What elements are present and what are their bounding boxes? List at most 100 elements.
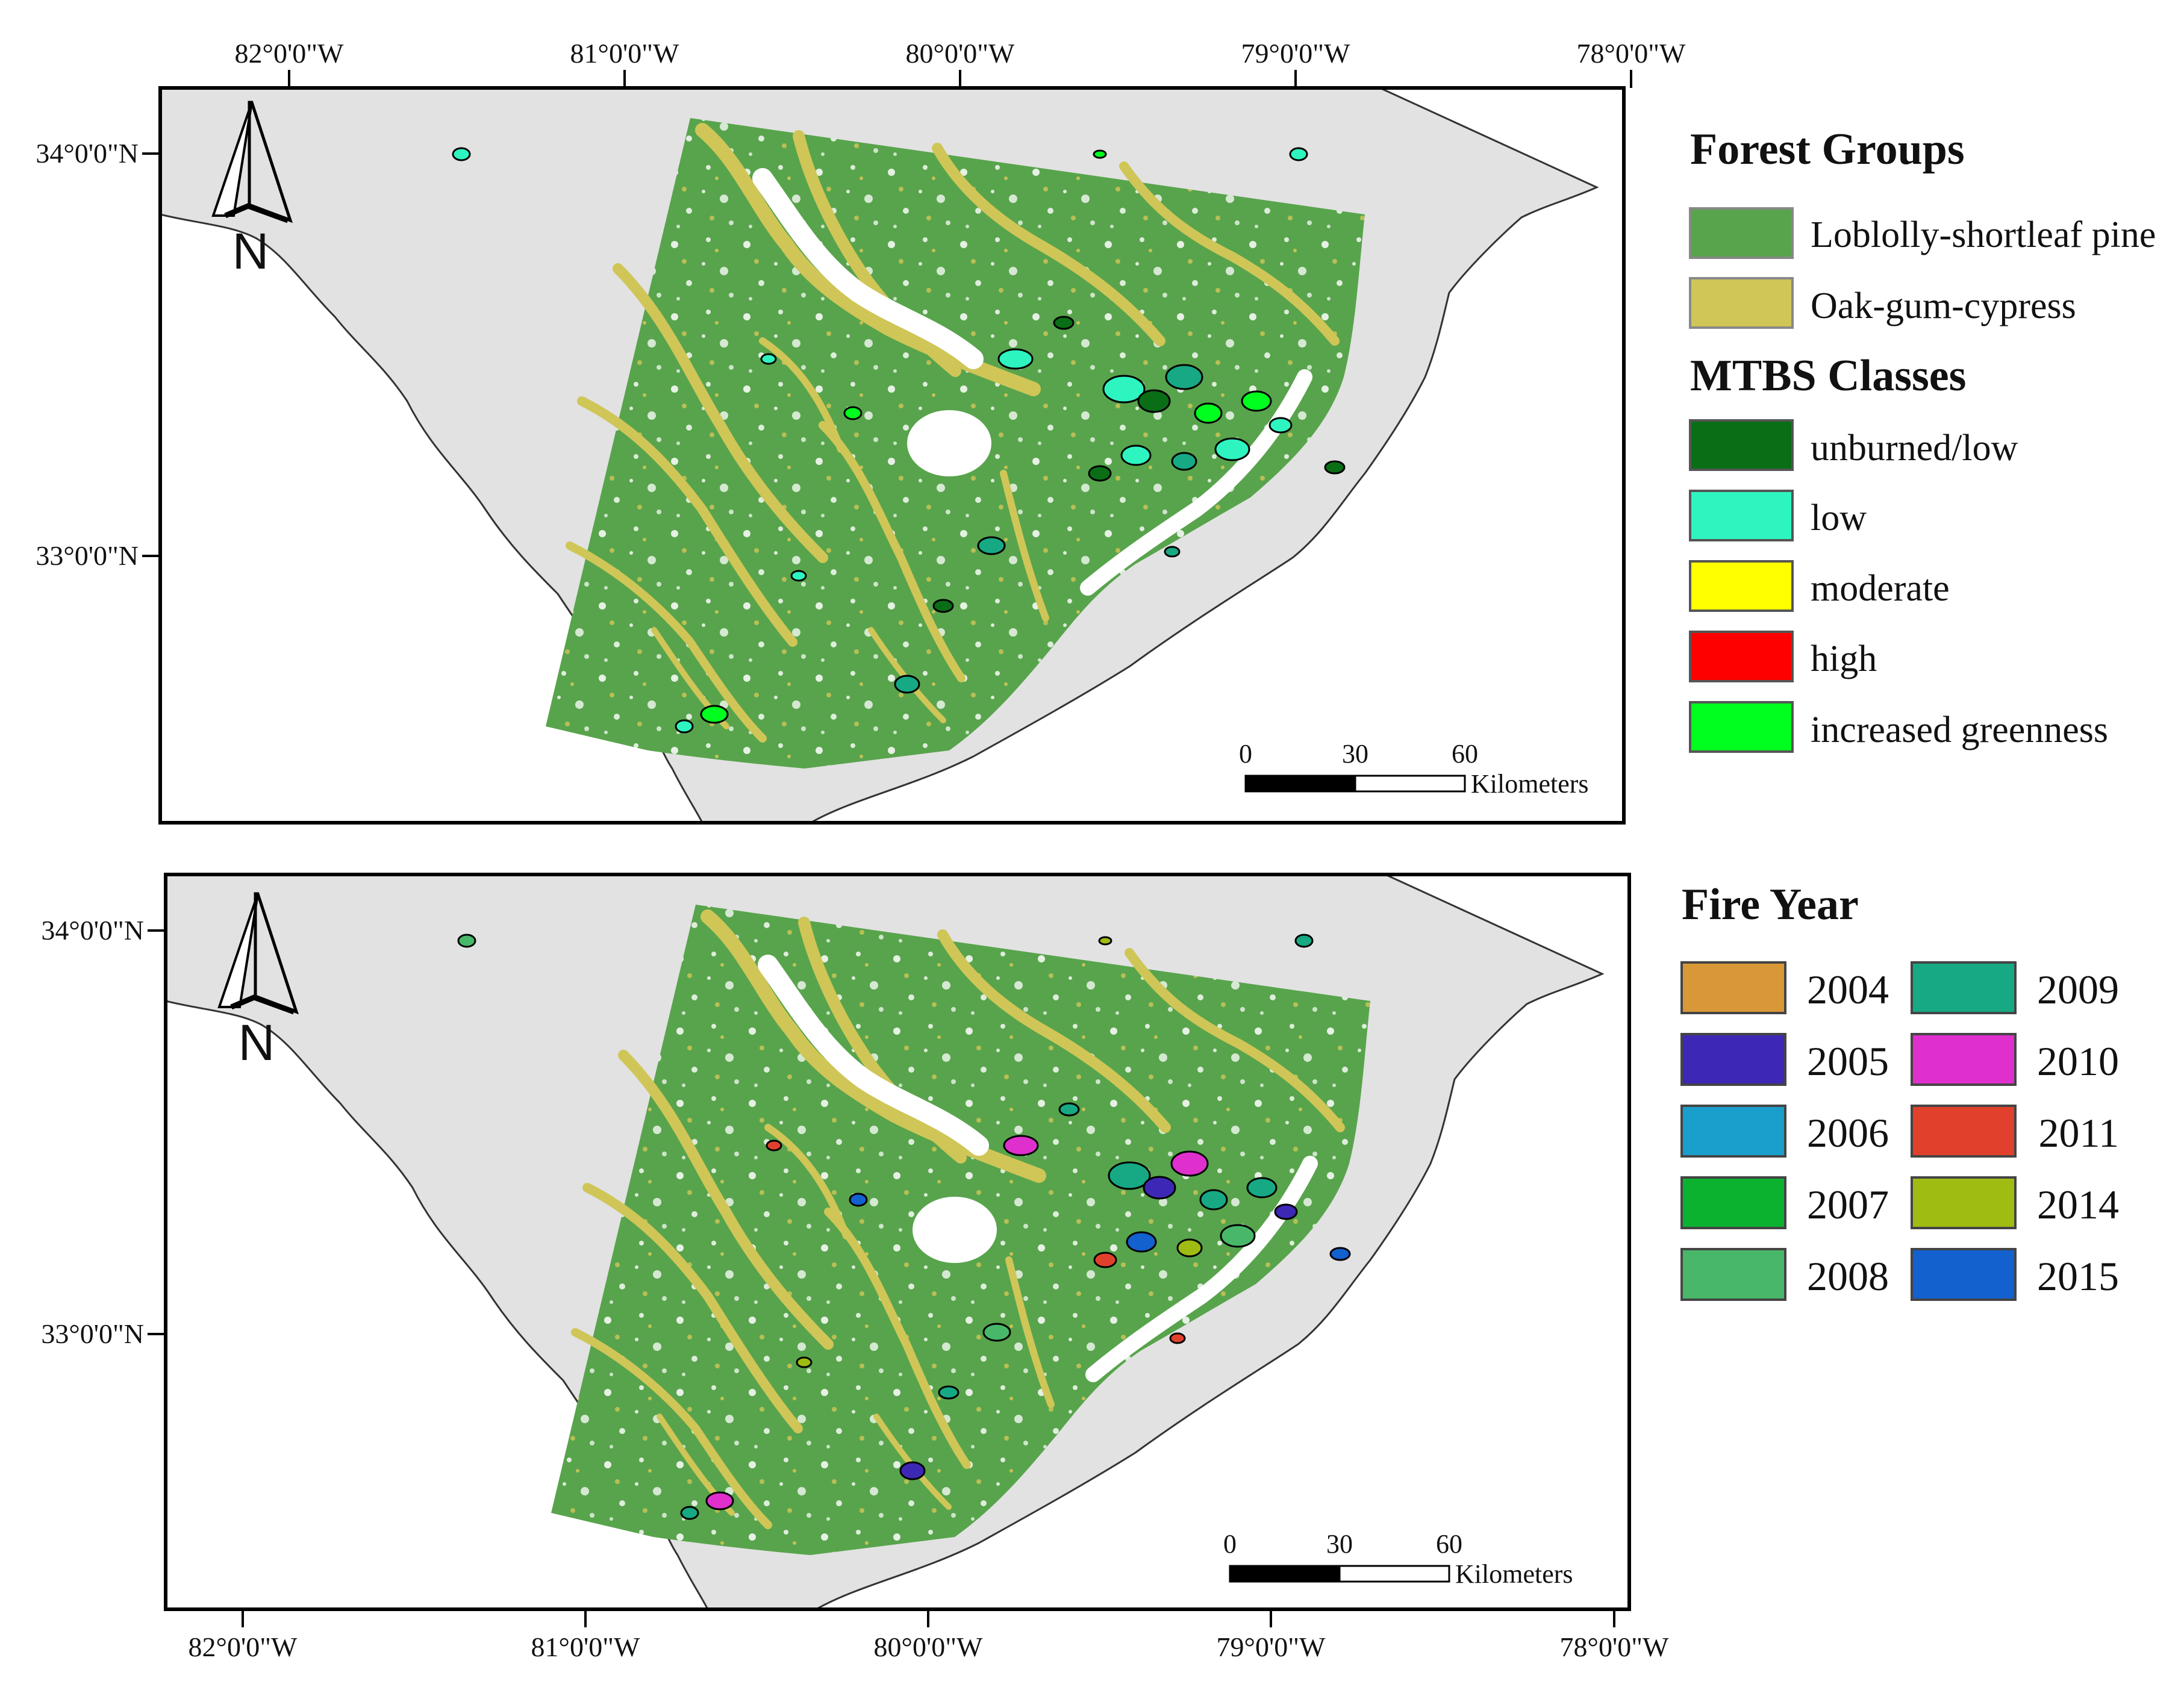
north-arrow-letter: N bbox=[239, 1014, 275, 1071]
fire-polygon bbox=[1324, 460, 1346, 475]
scalebar-unit: Kilometers bbox=[1455, 1559, 1573, 1589]
fire-polygon bbox=[1120, 444, 1152, 466]
fire-polygon bbox=[1088, 465, 1112, 482]
fire-polygon bbox=[1164, 546, 1181, 558]
scalebar-tick-60: 60 bbox=[1452, 739, 1478, 769]
fire-polygon bbox=[1108, 1161, 1151, 1190]
top-lon-label-2: 81°0'0"W bbox=[570, 38, 679, 69]
legend-label-2007: 2007 bbox=[1807, 1182, 1889, 1227]
legend-mtbs-title: MTBS Classes bbox=[1690, 351, 1966, 401]
legend-swatch-high bbox=[1689, 631, 1794, 682]
legend-swatch-2007 bbox=[1680, 1176, 1786, 1229]
fire-polygon bbox=[1294, 934, 1314, 948]
scalebar-black-segment bbox=[1244, 775, 1356, 793]
legend-swatch-2010 bbox=[1911, 1033, 2017, 1086]
fire-polygon bbox=[1093, 149, 1107, 159]
fire-polygon bbox=[1003, 1135, 1039, 1156]
north-arrow-left-half bbox=[217, 893, 259, 1008]
fire-polygon bbox=[1165, 364, 1203, 390]
fire-polygon bbox=[1329, 1247, 1351, 1261]
legend-swatch-increased-greenness bbox=[1689, 701, 1794, 753]
top-lat-label-2: 33°0'0"N bbox=[36, 540, 139, 571]
fire-polygon bbox=[1246, 1177, 1278, 1199]
north-arrow-letter: N bbox=[232, 223, 269, 279]
legend-label-unburned-low: unburned/low bbox=[1811, 428, 2018, 469]
legend-swatch-2006 bbox=[1680, 1105, 1786, 1158]
fire-polygon bbox=[1241, 390, 1272, 412]
bottom-lat-label-2: 33°0'0"N bbox=[41, 1318, 144, 1349]
top-map-panel bbox=[158, 86, 1626, 825]
fire-polygon bbox=[457, 934, 476, 948]
bottom-lon-label-2: 81°0'0"W bbox=[531, 1632, 640, 1662]
fire-polygon bbox=[1137, 389, 1171, 413]
fire-polygon bbox=[1169, 1332, 1186, 1344]
fire-polygon bbox=[790, 570, 807, 582]
fire-polygon bbox=[1053, 316, 1075, 330]
legend-swatch-unburned-low bbox=[1689, 419, 1794, 471]
scalebar-unit: Kilometers bbox=[1471, 769, 1589, 799]
fire-polygon bbox=[675, 719, 694, 734]
fire-polygon bbox=[1058, 1102, 1080, 1117]
bottom-lon-label-3: 80°0'0"W bbox=[874, 1632, 983, 1662]
fire-polygon bbox=[1171, 452, 1197, 471]
fire-polygon bbox=[1289, 147, 1308, 161]
legend-label-2005: 2005 bbox=[1807, 1038, 1889, 1084]
fire-polygon bbox=[1170, 1150, 1209, 1177]
fire-polygon bbox=[899, 1461, 926, 1480]
fire-polygon bbox=[932, 599, 954, 613]
legend-swatch-moderate bbox=[1689, 560, 1794, 612]
legend-label-2006: 2006 bbox=[1807, 1110, 1889, 1156]
legend-swatch-2005 bbox=[1680, 1033, 1786, 1086]
fire-polygons-top bbox=[452, 147, 1346, 734]
scalebar-tick-30: 30 bbox=[1342, 739, 1368, 769]
fire-polygon bbox=[894, 675, 920, 694]
fire-polygon bbox=[796, 1356, 813, 1368]
fire-polygon bbox=[1194, 402, 1223, 424]
fire-polygon bbox=[1093, 1252, 1117, 1268]
fire-polygon bbox=[1102, 375, 1146, 404]
bottom-lon-label-5: 78°0'0"W bbox=[1560, 1632, 1669, 1662]
fire-polygon bbox=[1214, 437, 1250, 461]
fire-polygon bbox=[938, 1385, 959, 1400]
fire-polygons-bottom bbox=[457, 934, 1351, 1520]
fire-polygon bbox=[680, 1506, 699, 1520]
legend-label-high: high bbox=[1811, 638, 1877, 679]
legend-label-2011: 2011 bbox=[2039, 1110, 2119, 1156]
top-lon-label-4: 79°0'0"W bbox=[1241, 38, 1350, 69]
fire-polygon bbox=[1176, 1238, 1203, 1258]
legend-top: Forest Groups Loblolly-shortleaf pine Oa… bbox=[1689, 125, 2156, 753]
fire-polygon bbox=[760, 353, 777, 365]
north-arrow-top: N bbox=[211, 101, 293, 279]
legend-label-2008: 2008 bbox=[1807, 1253, 1889, 1299]
fire-polygon bbox=[1220, 1224, 1256, 1248]
fire-polygon bbox=[982, 1323, 1011, 1342]
legend-swatch-2015 bbox=[1911, 1248, 2017, 1301]
fire-polygon bbox=[766, 1140, 782, 1152]
scalebar-white-segment bbox=[1354, 775, 1466, 793]
fire-polygon bbox=[1098, 936, 1112, 946]
fire-polygon bbox=[452, 147, 471, 161]
scalebar-tick-0: 0 bbox=[1239, 739, 1252, 769]
legend-label-2009: 2009 bbox=[2037, 967, 2119, 1012]
fire-polygon bbox=[1268, 417, 1293, 434]
top-lat-label-1: 34°0'0"N bbox=[36, 138, 139, 169]
bottom-lon-label-4: 79°0'0"W bbox=[1217, 1632, 1326, 1662]
legend-label-2010: 2010 bbox=[2037, 1038, 2119, 1084]
fire-polygon bbox=[1274, 1203, 1298, 1220]
fire-polygon bbox=[705, 1491, 734, 1511]
legend-forest-title: Forest Groups bbox=[1690, 125, 1965, 174]
legend-swatch-2011 bbox=[1911, 1105, 2017, 1158]
bottom-lon-ticks bbox=[242, 1609, 1615, 1627]
bottom-lat-label-1: 34°0'0"N bbox=[41, 915, 144, 946]
legend-swatch-oak bbox=[1689, 277, 1794, 329]
legend-swatch-2014 bbox=[1911, 1176, 2017, 1229]
scalebar-tick-0: 0 bbox=[1223, 1529, 1237, 1559]
top-map-frame bbox=[158, 86, 1626, 825]
legend-fire-year-title: Fire Year bbox=[1682, 880, 1859, 929]
legend-label-increased-greenness: increased greenness bbox=[1811, 709, 2108, 750]
legend-swatch-low bbox=[1689, 490, 1794, 541]
fire-polygon bbox=[997, 348, 1034, 370]
legend-swatch-2004 bbox=[1680, 961, 1786, 1014]
scalebar-bottom: 0 30 60 Kilometers bbox=[1223, 1529, 1573, 1589]
